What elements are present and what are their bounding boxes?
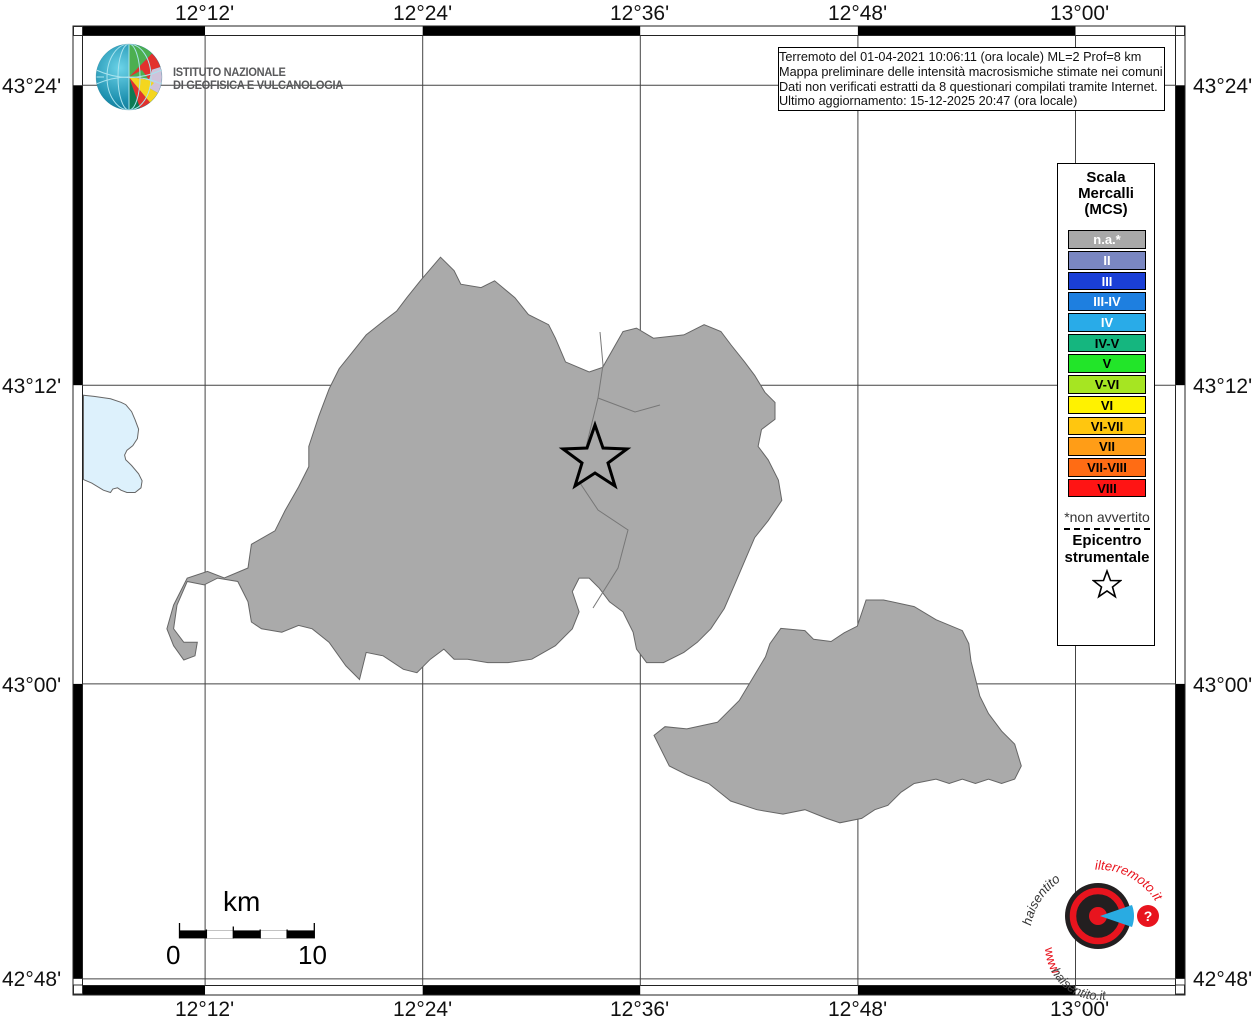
svg-text:?: ? bbox=[1144, 908, 1153, 924]
svg-text:haisentito.it: haisentito.it bbox=[1048, 965, 1107, 1003]
svg-text:haisentito: haisentito bbox=[1019, 871, 1062, 927]
